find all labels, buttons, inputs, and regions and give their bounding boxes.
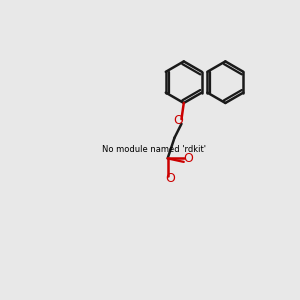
Text: O: O xyxy=(165,172,175,184)
Text: No module named 'rdkit': No module named 'rdkit' xyxy=(102,145,206,154)
Text: O: O xyxy=(173,114,183,127)
Text: O: O xyxy=(184,152,193,165)
